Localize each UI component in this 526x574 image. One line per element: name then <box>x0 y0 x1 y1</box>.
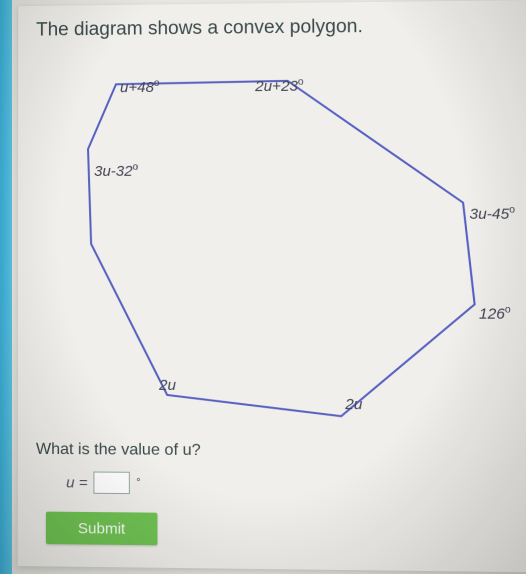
answer-row: u = ° <box>66 471 521 497</box>
answer-degree: ° <box>136 477 141 489</box>
angle-label: u+48o <box>120 78 160 96</box>
worksheet-page: The diagram shows a convex polygon. u+48… <box>18 0 526 572</box>
polygon-figure: u+48o 2u+23o 3u-32o 3u-45o 126o 2u 2u <box>36 51 518 438</box>
angle-label: 3u-32o <box>94 162 138 180</box>
answer-prefix: u = <box>66 474 87 491</box>
polygon-shape <box>88 79 476 417</box>
angle-label: 126o <box>479 304 511 322</box>
answer-input[interactable] <box>94 471 130 494</box>
window-edge <box>0 0 12 574</box>
question-prompt: What is the value of u? <box>36 441 520 463</box>
submit-label: Submit <box>78 520 125 538</box>
polygon-svg <box>36 51 518 438</box>
problem-title: The diagram shows a convex polygon. <box>36 14 515 41</box>
angle-label: 2u <box>159 377 176 394</box>
angle-label: 3u-45o <box>469 205 515 223</box>
submit-button[interactable]: Submit <box>46 512 157 546</box>
angle-label: 2u+23o <box>255 77 304 95</box>
angle-label: 2u <box>345 396 362 413</box>
